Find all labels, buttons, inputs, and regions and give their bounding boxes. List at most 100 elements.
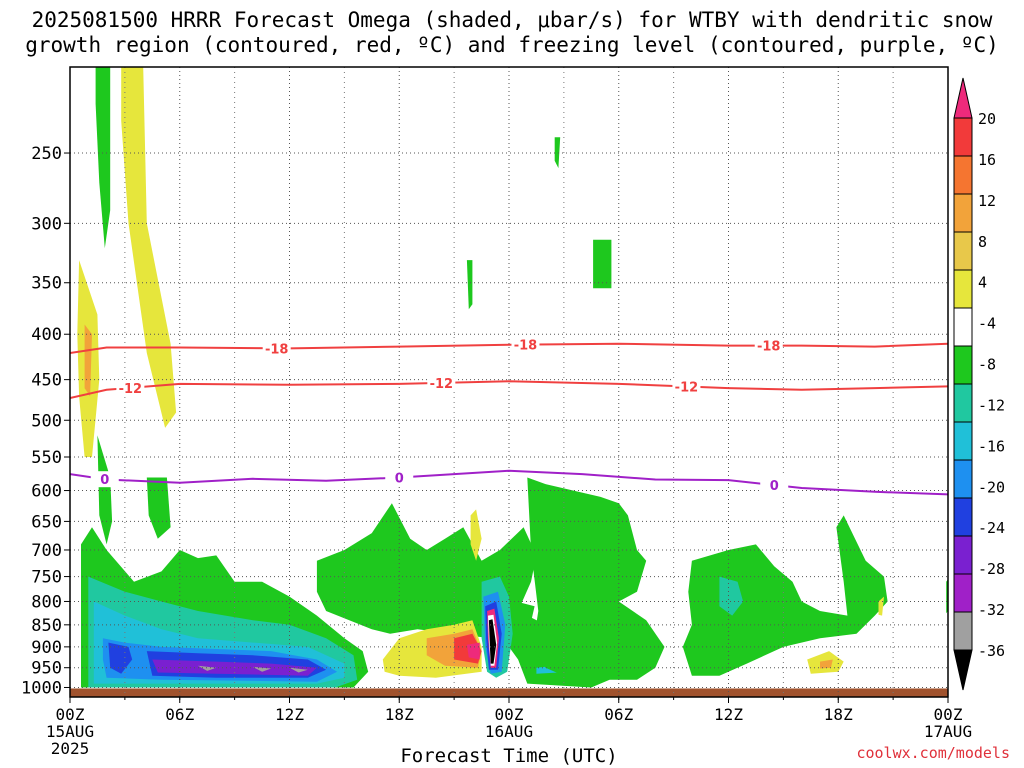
- colorbar-label: -36: [978, 642, 1005, 660]
- y-tick-label: 650: [31, 512, 62, 532]
- omega-region: [108, 642, 133, 674]
- x-tick-label: 00Z: [495, 705, 524, 724]
- x-tick-label: 00Z: [56, 705, 85, 724]
- colorbar-top-triangle: [953, 77, 973, 119]
- colorbar-label: 16: [978, 151, 996, 169]
- colorbar-swatch: [953, 459, 973, 499]
- colorbar-label: -16: [978, 437, 1005, 455]
- omega-region: [121, 67, 177, 428]
- omega-region: [488, 619, 497, 664]
- x-tick-label: 12Z: [275, 705, 304, 724]
- omega-region: [146, 477, 171, 539]
- contour-label: -12: [430, 377, 454, 392]
- x-tick-sublabel: 16AUG: [485, 722, 533, 741]
- colorbar-swatch: [953, 307, 973, 347]
- contour-label-bg: [672, 378, 701, 395]
- contour-label-bg: [511, 336, 540, 353]
- y-tick-label: 700: [31, 541, 62, 561]
- y-tick-label: 1000: [21, 678, 62, 698]
- colorbar-label: -20: [978, 478, 1005, 496]
- omega-region: [198, 665, 217, 671]
- y-tick-label: 250: [31, 144, 62, 164]
- x-tick-sublabel: 15AUG: [46, 722, 94, 741]
- contour-label-bg: [385, 469, 414, 486]
- omega-region: [466, 642, 480, 660]
- contour-label-bg: [90, 471, 119, 488]
- colorbar-swatch: [953, 117, 973, 157]
- x-axis-label: Forecast Time (UTC): [400, 745, 617, 767]
- colorbar-label: -4: [978, 315, 996, 333]
- chart-title-line-1: 2025081500 HRRR Forecast Omega (shaded, …: [31, 8, 993, 32]
- colorbar-swatch: [953, 269, 973, 309]
- contour-label-bg: [427, 374, 456, 391]
- y-tick-label: 600: [31, 482, 62, 502]
- colorbar-label: -8: [978, 356, 996, 374]
- omega-region: [97, 435, 113, 545]
- colorbar-label: 8: [978, 233, 987, 251]
- contour-label-bg: [754, 337, 783, 354]
- contour-line: [70, 469, 948, 496]
- x-tick-label: 06Z: [165, 705, 194, 724]
- contour-label: -18: [514, 339, 538, 354]
- x-tick-label: 12Z: [714, 705, 743, 724]
- colorbar-swatch: [953, 231, 973, 271]
- contour-line: [70, 342, 948, 354]
- omega-region: [289, 667, 308, 673]
- surface-band: [70, 688, 948, 697]
- contour-label: -12: [119, 382, 143, 397]
- omega-region: [719, 576, 744, 616]
- omega-region: [820, 659, 833, 669]
- omega-region: [527, 477, 665, 680]
- x-tick-label: 00Z: [934, 705, 963, 724]
- colorbar-swatch: [953, 155, 973, 195]
- contour-label: -12: [675, 380, 699, 395]
- omega-region: [95, 67, 111, 249]
- y-tick-label: 550: [31, 448, 62, 468]
- contour-line: [70, 380, 948, 399]
- colorbar-label: 4: [978, 274, 987, 292]
- x-tick-sublabel: 17AUG: [924, 722, 972, 741]
- contour-label: 0: [395, 471, 404, 486]
- y-tick-label: 300: [31, 214, 62, 234]
- omega-region: [682, 515, 888, 676]
- contour-label-bg: [760, 477, 789, 494]
- y-tick-label: 450: [31, 371, 62, 391]
- omega-region: [84, 324, 92, 397]
- x-tick-label: 18Z: [385, 705, 414, 724]
- omega-region: [554, 137, 561, 169]
- credit-text: coolwx.com/models: [856, 744, 1010, 762]
- contour-label: -18: [265, 342, 289, 357]
- y-tick-label: 900: [31, 638, 62, 658]
- contour-label-bg: [116, 379, 145, 396]
- omega-region: [470, 509, 482, 561]
- x-tick-sublabel: 2025: [51, 739, 90, 758]
- y-tick-label: 500: [31, 411, 62, 431]
- colorbar-label: -32: [978, 601, 1005, 619]
- y-tick-label: 800: [31, 592, 62, 612]
- y-tick-label: 350: [31, 274, 62, 294]
- y-tick-label: 750: [31, 568, 62, 588]
- colorbar-swatch: [953, 193, 973, 233]
- contour-label: -18: [757, 340, 781, 355]
- colorbar-label: -24: [978, 519, 1005, 537]
- x-tick-label: 18Z: [824, 705, 853, 724]
- colorbar-swatch: [953, 345, 973, 385]
- contour-label-bg: [262, 340, 291, 357]
- colorbar-label: -12: [978, 396, 1005, 414]
- colorbar-swatch: [953, 535, 973, 575]
- y-tick-label: 850: [31, 616, 62, 636]
- colorbar-label: 20: [978, 110, 996, 128]
- y-tick-label: 950: [31, 659, 62, 679]
- chart-title-line-2: growth region (contoured, red, ºC) and f…: [25, 33, 999, 57]
- omega-region: [516, 601, 535, 639]
- colorbar-swatch: [953, 497, 973, 537]
- colorbar-bottom-triangle: [953, 649, 973, 691]
- colorbar-swatch: [953, 421, 973, 461]
- contour-label: 0: [770, 479, 779, 494]
- colorbar-swatch: [953, 573, 973, 613]
- contour-label: 0: [100, 473, 109, 488]
- colorbar-label: 12: [978, 192, 996, 210]
- colorbar-swatch: [953, 383, 973, 423]
- colorbar-label: -28: [978, 560, 1005, 578]
